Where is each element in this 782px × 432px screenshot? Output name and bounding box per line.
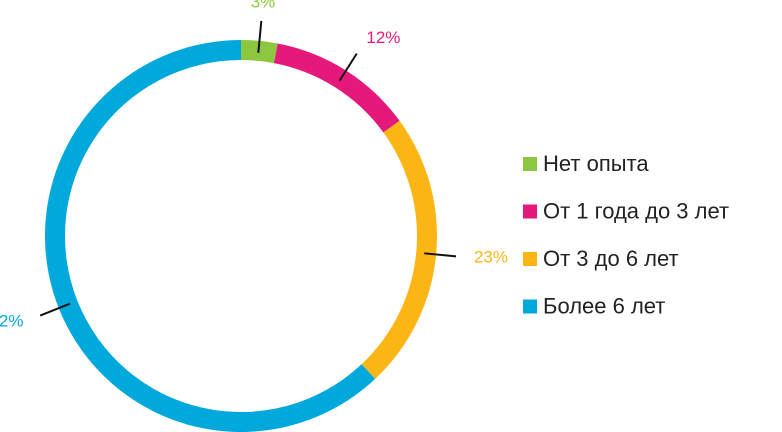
legend-swatch [523,204,537,219]
leader-line [338,53,358,82]
value-label: 12% [366,28,400,47]
legend-label: От 3 до 6 лет [543,246,679,271]
leader-line [39,302,71,317]
value-label: 23% [474,248,508,267]
value-label: 62% [0,312,23,331]
legend-swatch [523,157,537,171]
legend-label: Более 6 лет [543,293,665,318]
legend-swatch [523,299,537,314]
leader-line [424,252,457,258]
legend-label: Нет опыта [543,151,649,176]
leader-line [257,20,263,53]
donut-segment [361,120,437,379]
donut-segment [44,39,376,432]
donut-segment [273,43,400,133]
legend-swatch [523,252,537,266]
value-label: 3% [251,0,276,12]
legend-label: От 1 года до 3 лет [543,198,729,223]
